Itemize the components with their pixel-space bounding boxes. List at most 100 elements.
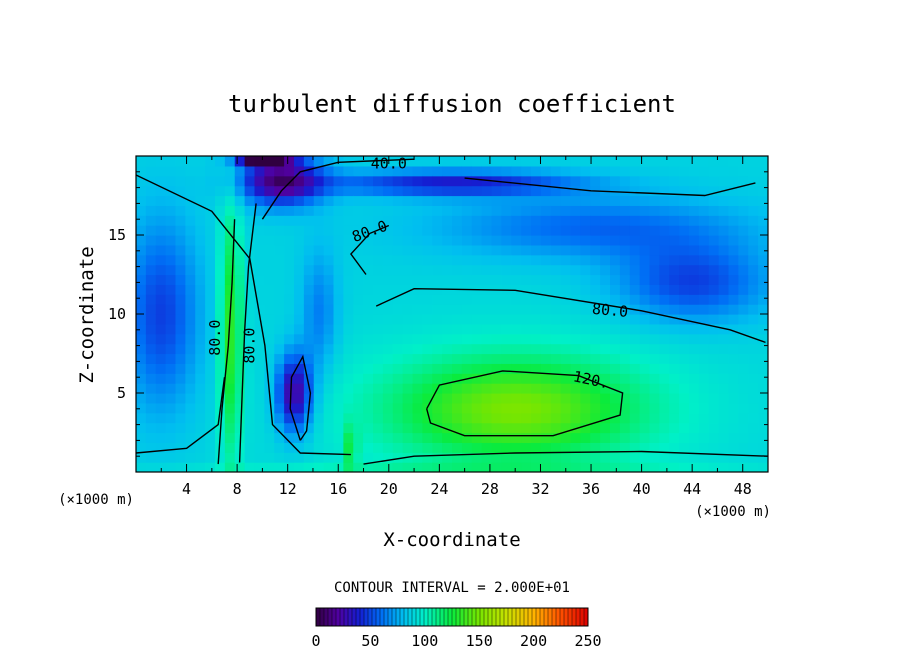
heatmap-cell (205, 393, 216, 404)
heatmap-cell (185, 343, 196, 355)
heatmap-cell (264, 422, 275, 434)
heatmap-cell (294, 175, 305, 187)
heatmap-cell (698, 165, 710, 177)
heatmap-cell (254, 244, 265, 256)
heatmap-cell (629, 343, 641, 355)
heatmap-cell (659, 373, 670, 384)
heatmap-cell (748, 205, 759, 216)
heatmap-cell (185, 323, 196, 335)
heatmap-cell (145, 205, 157, 216)
heatmap-cell (758, 215, 768, 226)
heatmap-cell (264, 432, 275, 443)
heatmap-cell (155, 323, 167, 335)
heatmap-cell (313, 323, 325, 335)
heatmap-cell (590, 225, 601, 236)
heatmap-cell (560, 235, 572, 246)
heatmap-cell (313, 254, 325, 266)
heatmap-cell (254, 333, 265, 345)
heatmap-cell (224, 254, 236, 266)
heatmap-cell (679, 254, 690, 266)
heatmap-cell (531, 353, 542, 364)
heatmap-cell (382, 156, 394, 167)
heatmap-cell (758, 205, 768, 216)
heatmap-cell (758, 462, 768, 472)
heatmap-cell (471, 323, 483, 335)
heatmap-cell (442, 205, 453, 216)
heatmap-cell (531, 205, 542, 216)
heatmap-cell (531, 412, 542, 424)
heatmap-cell (748, 353, 759, 364)
heatmap-cell (412, 373, 423, 384)
heatmap-cell (412, 165, 423, 177)
heatmap-cell (521, 412, 532, 424)
heatmap-cell (698, 353, 710, 364)
heatmap-cell (165, 412, 177, 424)
heatmap-cell (145, 363, 157, 374)
heatmap-cell (728, 314, 739, 325)
heatmap-cell (629, 185, 641, 197)
x-unit-label-right: (×1000 m) (695, 504, 771, 520)
heatmap-cell (432, 215, 443, 226)
heatmap-cell (165, 333, 177, 345)
heatmap-cell (748, 412, 759, 424)
heatmap-cell (521, 422, 532, 434)
heatmap-cell (353, 284, 364, 295)
heatmap-cell (244, 274, 256, 285)
heatmap-cell (303, 215, 315, 226)
heatmap-cell (432, 304, 443, 315)
heatmap-cell (511, 462, 522, 472)
heatmap-cell (294, 422, 305, 434)
heatmap-cell (728, 333, 739, 345)
heatmap-cell (442, 452, 453, 463)
heatmap-cell (303, 185, 315, 197)
heatmap-cell (619, 402, 631, 414)
heatmap-cell (629, 314, 641, 325)
heatmap-cell (244, 235, 256, 246)
heatmap-cell (244, 264, 256, 276)
heatmap-cell (698, 175, 710, 187)
heatmap-cell (442, 185, 453, 197)
heatmap-cell (353, 274, 364, 285)
heatmap-cell (649, 432, 660, 443)
heatmap-cell (412, 353, 423, 364)
heatmap-cell (442, 383, 453, 394)
heatmap-cell (185, 462, 196, 472)
heatmap-cell (205, 343, 216, 355)
heatmap-cell (491, 353, 502, 364)
heatmap-cell (363, 442, 374, 453)
heatmap-cell (748, 165, 759, 177)
heatmap-cell (560, 422, 572, 434)
heatmap-cell (175, 205, 186, 216)
heatmap-cell (649, 165, 660, 177)
heatmap-cell (195, 284, 206, 295)
heatmap-cell (738, 235, 749, 246)
colorbar-swatch (384, 608, 389, 626)
heatmap-cell (382, 225, 394, 236)
heatmap-cell (205, 264, 216, 276)
heatmap-cell (669, 225, 680, 236)
heatmap-cell (442, 442, 453, 453)
heatmap-cell (442, 462, 453, 472)
heatmap-cell (649, 452, 660, 463)
heatmap-cell (442, 432, 453, 443)
heatmap-cell (274, 205, 285, 216)
heatmap-cell (234, 314, 246, 325)
heatmap-cell (343, 432, 354, 443)
heatmap-cell (580, 274, 591, 285)
heatmap-cell (165, 225, 177, 236)
heatmap-cell (373, 422, 384, 434)
heatmap-cell (728, 412, 739, 424)
heatmap-cell (136, 254, 147, 266)
heatmap-cell (511, 452, 522, 463)
heatmap-cell (580, 195, 591, 206)
heatmap-cell (471, 412, 483, 424)
heatmap-cell (136, 215, 147, 226)
heatmap-cell (392, 205, 404, 216)
heatmap-cell (560, 185, 572, 197)
heatmap-cell (165, 393, 177, 404)
heatmap-cell (550, 432, 562, 443)
heatmap-cell (373, 353, 384, 364)
heatmap-cell (610, 353, 621, 364)
heatmap-cell (619, 254, 631, 266)
